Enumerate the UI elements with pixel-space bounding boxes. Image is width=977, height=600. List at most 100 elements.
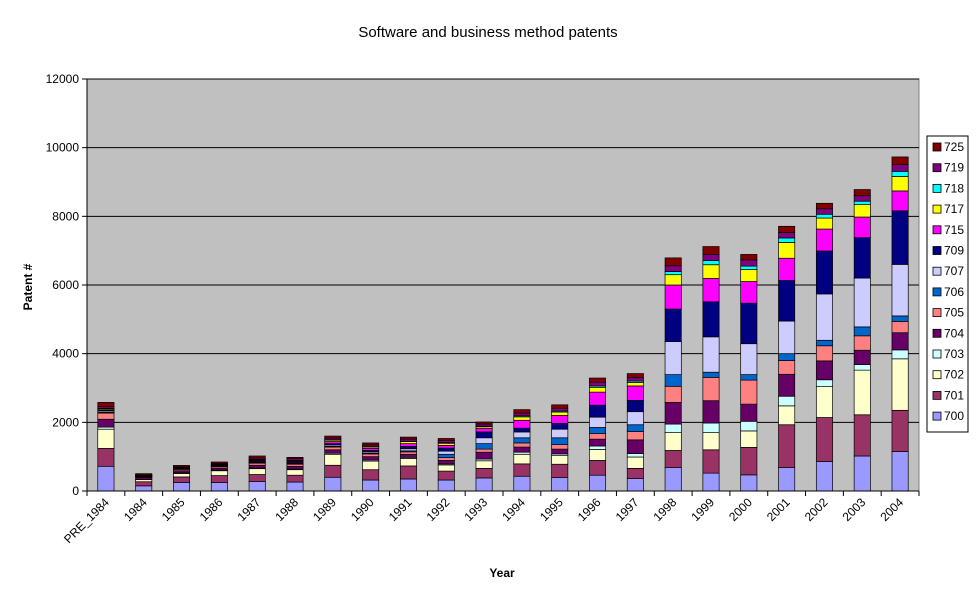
legend-swatch-705 <box>932 308 942 318</box>
bar-segment-705 <box>740 379 758 405</box>
bar-segment-717 <box>664 274 682 286</box>
bar-segment-700 <box>248 481 266 492</box>
legend-label: 703 <box>944 347 964 361</box>
bar-segment-700 <box>210 482 228 492</box>
bar-segment-702 <box>286 469 304 476</box>
bar-segment-717 <box>551 411 569 416</box>
bar-segment-717 <box>740 269 758 282</box>
bar-segment-718 <box>853 200 871 206</box>
bar-segment-725 <box>362 442 380 446</box>
bar-segment-701 <box>853 414 871 457</box>
bar-segment-703 <box>664 423 682 433</box>
bar-segment-706 <box>551 437 569 445</box>
bar-segment-701 <box>815 417 833 462</box>
bar-segment-718 <box>740 265 758 270</box>
bar-segment-709 <box>664 308 682 342</box>
y-tick-label: 10000 <box>46 141 80 155</box>
bar-segment-707 <box>664 341 682 375</box>
y-tick-label: 8000 <box>52 209 79 223</box>
bar-segment-707 <box>853 277 871 328</box>
bar-segment-702 <box>551 455 569 465</box>
bar-segment-707 <box>815 293 833 341</box>
bar-segment-704 <box>853 349 871 366</box>
bar-segment-725 <box>702 246 720 255</box>
bar-segment-715 <box>815 228 833 252</box>
y-tick-label: 6000 <box>52 278 79 292</box>
bar-segment-725 <box>815 202 833 210</box>
legend-swatch-715 <box>932 225 942 235</box>
x-tick-label: PRE_1984 <box>61 495 112 546</box>
bar-segment-701 <box>778 424 796 469</box>
bar-segment-705 <box>513 442 531 448</box>
bar-segment-704 <box>664 402 682 425</box>
bar-segment-700 <box>664 467 682 492</box>
legend-label: 709 <box>944 244 964 258</box>
legend-label: 719 <box>944 161 964 175</box>
bar-segment-715 <box>740 281 758 304</box>
x-tick-label: 1990 <box>348 495 377 524</box>
bar-segment-704 <box>740 403 758 422</box>
bar-segment-709 <box>815 250 833 295</box>
bar-segment-704 <box>513 446 531 453</box>
bar-segment-725 <box>740 254 758 261</box>
legend-swatch-725 <box>932 142 942 152</box>
bar-segment-719 <box>513 412 531 417</box>
x-tick-label: 1988 <box>272 495 301 524</box>
bar-segment-707 <box>702 336 720 373</box>
bar-segment-702 <box>324 453 342 466</box>
bar-segment-706 <box>740 374 758 381</box>
bar-segment-725 <box>778 225 796 233</box>
bar-segment-719 <box>778 232 796 239</box>
bar-segment-718 <box>664 271 682 276</box>
bar-segment-700 <box>551 477 569 492</box>
bar-segment-700 <box>437 479 455 492</box>
bar-segment-725 <box>551 404 569 409</box>
bar-segment-704 <box>626 439 644 454</box>
bar-segment-700 <box>778 467 796 492</box>
legend-swatch-719 <box>932 163 942 173</box>
bar-segment-705 <box>399 451 417 455</box>
x-tick-label: 1998 <box>651 495 680 524</box>
bar-segment-704 <box>97 418 115 428</box>
bar-segment-701 <box>210 475 228 483</box>
x-tick-label: 2002 <box>802 495 831 524</box>
bar-segment-703 <box>891 349 909 360</box>
bars <box>97 156 909 492</box>
bar-segment-700 <box>740 474 758 492</box>
bar-segment-718 <box>702 260 720 266</box>
y-tick-label: 2000 <box>52 415 79 429</box>
bar-segment-719 <box>589 381 607 387</box>
bar-segment-715 <box>702 278 720 303</box>
bar-segment-725 <box>626 373 644 379</box>
x-tick-label: 1992 <box>424 495 453 524</box>
bar-segment-701 <box>248 474 266 482</box>
bar-segment-725 <box>97 402 115 407</box>
bar-segment-706 <box>778 353 796 361</box>
bar-segment-705 <box>97 412 115 420</box>
bar-segment-700 <box>173 482 191 492</box>
bar-segment-709 <box>475 431 493 439</box>
x-tick-label: 1986 <box>197 495 226 524</box>
bar-segment-715 <box>778 257 796 281</box>
bar-segment-705 <box>778 360 796 375</box>
bar-segment-707 <box>589 416 607 428</box>
bar-segment-700 <box>853 455 871 492</box>
bar-segment-709 <box>437 447 455 452</box>
legend-swatch-701 <box>932 390 942 400</box>
bar-segment-701 <box>702 449 720 474</box>
bar-segment-707 <box>551 428 569 439</box>
bar-segment-700 <box>589 474 607 492</box>
bar-segment-715 <box>891 190 909 212</box>
bar-segment-715 <box>513 419 531 429</box>
bar-segment-705 <box>475 448 493 453</box>
bar-segment-705 <box>626 431 644 441</box>
legend-swatch-717 <box>932 204 942 214</box>
bar-segment-703 <box>853 364 871 371</box>
legend-label: 704 <box>944 326 964 340</box>
bar-segment-702 <box>173 473 191 478</box>
bar-segment-706 <box>589 427 607 435</box>
bar-segment-704 <box>702 400 720 424</box>
bar-segment-700 <box>324 476 342 492</box>
bar-segment-700 <box>891 451 909 492</box>
bar-segment-717 <box>702 264 720 279</box>
